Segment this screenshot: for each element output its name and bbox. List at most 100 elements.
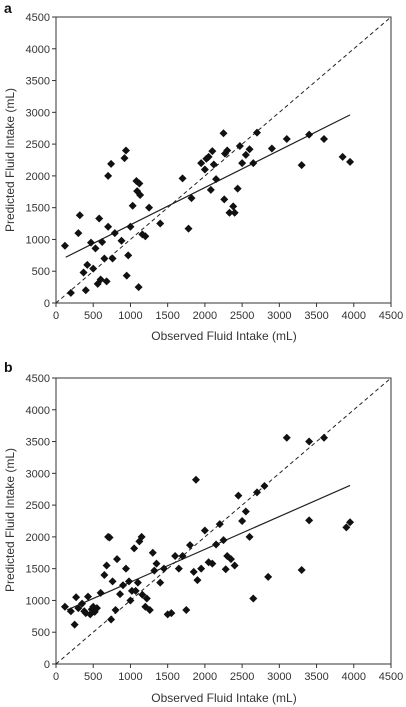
plot-area-frame-a xyxy=(55,16,392,304)
y-tick-label-b: 4500 xyxy=(26,373,50,385)
y-tick-label-b: 3500 xyxy=(26,437,50,449)
data-point-b xyxy=(282,433,291,442)
data-point-b xyxy=(346,518,355,527)
x-tick-labels-b: 0 500 1000 1500 2000 2500 3000 3500 4000 4500 xyxy=(53,664,403,683)
x-tick-label-a: 1500 xyxy=(155,310,179,322)
y-tick-label-a: 4000 xyxy=(26,44,50,56)
data-point-a xyxy=(79,268,88,277)
data-point-a xyxy=(141,232,150,241)
data-point-b xyxy=(189,567,198,576)
y-tick-label-a: 0 xyxy=(44,298,50,310)
data-point-b xyxy=(84,592,93,601)
data-point-a xyxy=(204,152,213,161)
data-point-b xyxy=(150,566,159,575)
y-tick-label-a: 2000 xyxy=(26,171,50,183)
data-point-a xyxy=(100,254,109,263)
data-point-a xyxy=(104,222,113,231)
data-point-a xyxy=(128,201,137,210)
data-point-a xyxy=(230,208,239,217)
data-point-a xyxy=(229,202,238,211)
y-tick-label-a: 1500 xyxy=(26,203,50,215)
data-point-a xyxy=(135,179,144,188)
data-point-b xyxy=(193,576,202,585)
data-point-a xyxy=(75,211,84,220)
x-tick-label-b: 0 xyxy=(53,671,59,683)
regression-fit-line-b xyxy=(66,484,351,611)
x-tick-labels-a: 0 500 1000 1500 2000 2500 3000 3500 4000 4500 xyxy=(53,303,403,322)
data-point-b xyxy=(70,620,79,629)
x-tick-label-b: 3000 xyxy=(267,671,291,683)
x-tick-label-b: 2500 xyxy=(230,671,254,683)
data-points-b xyxy=(60,433,355,629)
data-point-b xyxy=(212,540,221,549)
data-point-a xyxy=(241,150,250,159)
y-tick-label-b: 1500 xyxy=(26,564,50,576)
data-point-b xyxy=(260,482,269,491)
y-tick-label-b: 2500 xyxy=(26,500,50,512)
data-points-a xyxy=(60,128,355,297)
data-point-a xyxy=(83,260,92,269)
data-point-a xyxy=(212,175,221,184)
data-point-b xyxy=(264,572,273,581)
data-point-a xyxy=(305,130,314,139)
data-point-a xyxy=(121,146,130,155)
data-point-b xyxy=(126,596,135,605)
data-point-b xyxy=(320,433,328,442)
data-point-a xyxy=(208,147,217,156)
x-tick-label-a: 0 xyxy=(53,310,59,322)
data-point-b xyxy=(121,564,130,573)
data-point-b xyxy=(178,551,187,560)
data-point-a xyxy=(225,208,234,217)
data-point-b xyxy=(305,516,314,525)
x-tick-label-a: 3500 xyxy=(304,310,328,322)
chart-panel-b: b Predicted Fluid Intake (mL) Observed F… xyxy=(3,359,403,705)
x-axis-title-b: Observed Fluid Intake (mL) xyxy=(151,691,296,705)
data-point-a xyxy=(107,159,116,168)
data-point-b xyxy=(142,594,151,603)
data-point-a xyxy=(253,128,261,137)
y-tick-label-a: 1000 xyxy=(26,234,50,246)
data-point-a xyxy=(122,271,131,280)
data-point-b xyxy=(182,605,191,614)
data-point-b xyxy=(66,607,75,616)
data-point-b xyxy=(253,488,261,497)
data-point-b xyxy=(119,581,127,590)
data-point-a xyxy=(206,185,215,194)
data-point-b xyxy=(138,590,147,599)
data-point-b xyxy=(96,588,105,597)
data-point-a xyxy=(91,244,100,253)
x-tick-label-b: 4000 xyxy=(342,671,366,683)
y-axis-title-a: Predicted Fluid Intake (mL) xyxy=(3,88,17,232)
data-point-b xyxy=(297,565,306,574)
data-point-b xyxy=(241,507,250,516)
data-point-a xyxy=(74,229,83,238)
data-point-a xyxy=(95,214,104,223)
panel-label-a: a xyxy=(4,0,12,16)
data-point-a xyxy=(81,286,90,295)
data-point-b xyxy=(167,609,176,618)
data-point-b xyxy=(186,541,194,550)
data-point-a xyxy=(60,241,69,250)
y-tick-label-b: 4000 xyxy=(26,405,50,417)
data-point-b xyxy=(200,526,209,535)
data-point-a xyxy=(245,145,254,154)
data-point-a xyxy=(86,238,95,247)
data-point-b xyxy=(159,564,168,573)
data-point-b xyxy=(100,571,109,580)
data-point-a xyxy=(145,203,154,212)
x-tick-label-b: 3500 xyxy=(304,671,328,683)
data-point-b xyxy=(74,604,83,613)
data-point-a xyxy=(96,275,105,284)
y-axis-title-b: Predicted Fluid Intake (mL) xyxy=(3,448,17,592)
data-point-b xyxy=(230,561,239,570)
data-point-b xyxy=(152,559,161,568)
y-tick-label-b: 0 xyxy=(44,659,50,671)
data-point-b xyxy=(111,605,120,614)
data-point-b xyxy=(245,532,254,541)
data-point-a xyxy=(136,190,145,199)
data-point-b xyxy=(116,590,125,599)
data-point-a xyxy=(156,219,165,228)
data-point-a xyxy=(124,251,133,260)
y-tick-labels-b: 0 500 1000 1500 2000 2500 3000 3500 4000 4500 xyxy=(26,373,56,671)
data-point-a xyxy=(126,222,135,231)
